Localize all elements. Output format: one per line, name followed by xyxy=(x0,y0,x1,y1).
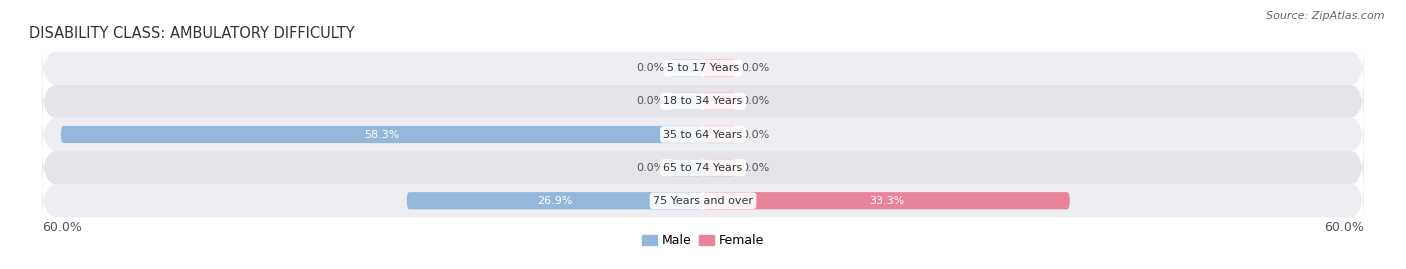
FancyBboxPatch shape xyxy=(703,93,737,110)
Text: DISABILITY CLASS: AMBULATORY DIFFICULTY: DISABILITY CLASS: AMBULATORY DIFFICULTY xyxy=(30,26,354,41)
Text: 18 to 34 Years: 18 to 34 Years xyxy=(664,96,742,107)
Text: 0.0%: 0.0% xyxy=(741,63,770,73)
FancyBboxPatch shape xyxy=(42,144,1364,191)
FancyBboxPatch shape xyxy=(42,178,1364,224)
FancyBboxPatch shape xyxy=(406,192,703,209)
FancyBboxPatch shape xyxy=(669,93,703,110)
FancyBboxPatch shape xyxy=(42,78,1364,125)
Text: 33.3%: 33.3% xyxy=(869,196,904,206)
FancyBboxPatch shape xyxy=(703,192,1070,209)
Text: 75 Years and over: 75 Years and over xyxy=(652,196,754,206)
FancyBboxPatch shape xyxy=(42,45,1364,91)
Text: 5 to 17 Years: 5 to 17 Years xyxy=(666,63,740,73)
Text: 0.0%: 0.0% xyxy=(636,63,665,73)
Text: 0.0%: 0.0% xyxy=(741,129,770,140)
Text: 0.0%: 0.0% xyxy=(741,162,770,173)
FancyBboxPatch shape xyxy=(42,111,1364,158)
Text: 60.0%: 60.0% xyxy=(1324,221,1364,234)
Text: 65 to 74 Years: 65 to 74 Years xyxy=(664,162,742,173)
Text: 60.0%: 60.0% xyxy=(42,221,82,234)
Text: 0.0%: 0.0% xyxy=(636,162,665,173)
FancyBboxPatch shape xyxy=(60,126,703,143)
Text: 26.9%: 26.9% xyxy=(537,196,572,206)
Legend: Male, Female: Male, Female xyxy=(637,229,769,252)
Text: Source: ZipAtlas.com: Source: ZipAtlas.com xyxy=(1267,11,1385,21)
FancyBboxPatch shape xyxy=(703,126,737,143)
FancyBboxPatch shape xyxy=(703,159,737,176)
Text: 58.3%: 58.3% xyxy=(364,129,399,140)
Text: 0.0%: 0.0% xyxy=(741,96,770,107)
Text: 0.0%: 0.0% xyxy=(636,96,665,107)
FancyBboxPatch shape xyxy=(669,60,703,77)
FancyBboxPatch shape xyxy=(703,60,737,77)
FancyBboxPatch shape xyxy=(669,159,703,176)
Text: 35 to 64 Years: 35 to 64 Years xyxy=(664,129,742,140)
